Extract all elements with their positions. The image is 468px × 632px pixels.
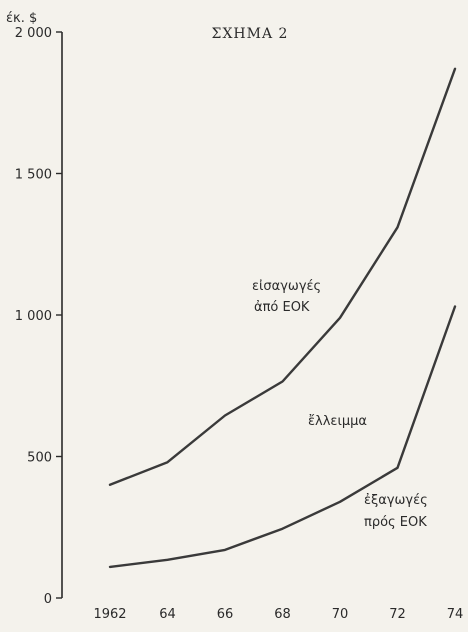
x-tick-label: 64 [159,607,176,622]
imports-label: εἰσαγωγές ἀπό ΕΟΚ [252,279,321,315]
exports-label-line-1: ἐξαγωγές [364,493,428,508]
y-ticks: 0 500 1 000 1 500 2 000 [15,26,62,607]
chart-title-text: ΣΧΗΜΑ 2 [212,26,289,42]
y-tick-label: 1 500 [15,168,52,183]
x-tick-label: 68 [274,607,291,622]
series-group [108,67,457,569]
x-tick-label: 72 [389,607,406,622]
x-tick-label: 1962 [93,607,126,622]
imports-label-line-2: ἀπό ΕΟΚ [254,300,310,315]
exports-label: ἐξαγωγές πρός ΕΟΚ [364,493,428,530]
y-tick-label: 0 [44,592,52,607]
deficit-label: ἔλλειμμα [308,414,367,429]
x-tick-label: 70 [332,607,349,622]
x-tick-label: 74 [447,607,464,622]
y-tick-label: 1 000 [15,309,52,324]
y-tick-label: 2 000 [15,26,52,41]
y-unit-label: έκ. $ [6,11,37,26]
y-tick-label: 500 [27,451,52,466]
chart-title: ΣΧΗΜΑ 2 [212,26,289,42]
x-ticks: 1962 64 66 68 70 72 74 [93,607,463,622]
exports-label-line-2: πρός ΕΟΚ [364,515,427,530]
imports-label-line-1: εἰσαγωγές [252,279,321,294]
x-tick-label: 66 [217,607,234,622]
series-line-imports [108,67,457,486]
